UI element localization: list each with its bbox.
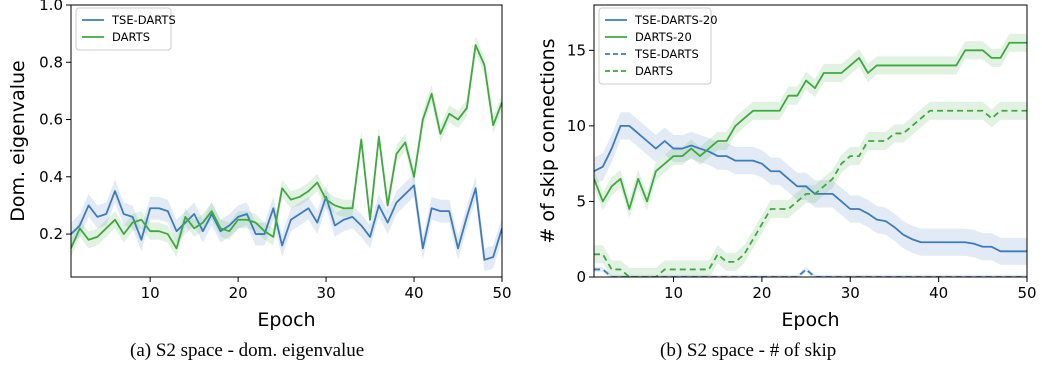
legend-label: TSE-DARTS — [111, 13, 176, 27]
y-tick-label: 0.4 — [39, 168, 63, 186]
caption-a: (a) S2 space - dom. eigenvalue — [130, 340, 365, 361]
x-axis-label: Epoch — [781, 309, 839, 331]
series-line-1 — [594, 41, 1027, 210]
y-tick-label: 10 — [567, 117, 586, 135]
x-axis-label: Epoch — [257, 309, 315, 331]
x-tick-label: 50 — [1017, 284, 1036, 302]
x-tick-label: 40 — [929, 284, 948, 302]
y-tick-label: 5 — [576, 192, 586, 210]
x-tick-label: 20 — [752, 284, 771, 302]
x-tick-label: 10 — [664, 284, 683, 302]
y-tick-label: 0.2 — [39, 225, 63, 243]
x-tick-label: 20 — [229, 284, 248, 302]
x-tick-label: 30 — [841, 284, 860, 302]
legend-label: DARTS — [112, 30, 150, 44]
legend-label: DARTS — [635, 64, 673, 78]
y-axis-label: # of skip connections — [537, 38, 559, 243]
confidence-band-0 — [594, 112, 1027, 265]
confidence-band-0 — [71, 173, 502, 272]
legend-label: DARTS-20 — [635, 30, 692, 44]
plot-area — [594, 33, 1027, 277]
y-tick-label: 15 — [567, 41, 586, 59]
y-tick-label: 0.6 — [39, 111, 63, 129]
x-tick-label: 10 — [141, 284, 160, 302]
series-line-1 — [71, 44, 502, 250]
plot-frame — [593, 4, 1028, 278]
chart-skip-connections: 10 20 30 40 50 0 5 10 15 Epoch # of skip connectio… — [537, 4, 1037, 331]
series-line-0 — [594, 124, 1027, 253]
x-tick-label: 30 — [317, 284, 336, 302]
confidence-band-3 — [594, 101, 1027, 277]
y-tick-label: 0 — [576, 268, 586, 286]
legend-label: TSE-DARTS-20 — [634, 13, 718, 27]
series-line-2 — [594, 268, 1027, 277]
series-line-0 — [71, 184, 502, 261]
chart-eigenvalue: 10 20 30 40 50 0.2 0.4 0.6 0.8 1.0 Epoch Dom. eigen… — [7, 0, 512, 331]
caption-b: (b) S2 space - # of skip — [660, 340, 837, 361]
y-tick-label: 1.0 — [39, 0, 63, 14]
plot-area — [71, 36, 502, 272]
legend-label: TSE-DARTS — [634, 47, 699, 61]
y-tick-label: 0.8 — [39, 53, 63, 71]
legend-box — [598, 7, 712, 85]
plot-frame — [70, 4, 503, 278]
x-tick-label: 50 — [492, 284, 511, 302]
x-tick-label: 40 — [404, 284, 423, 302]
y-axis-label: Dom. eigenvalue — [7, 60, 29, 222]
legend-box — [75, 7, 172, 51]
